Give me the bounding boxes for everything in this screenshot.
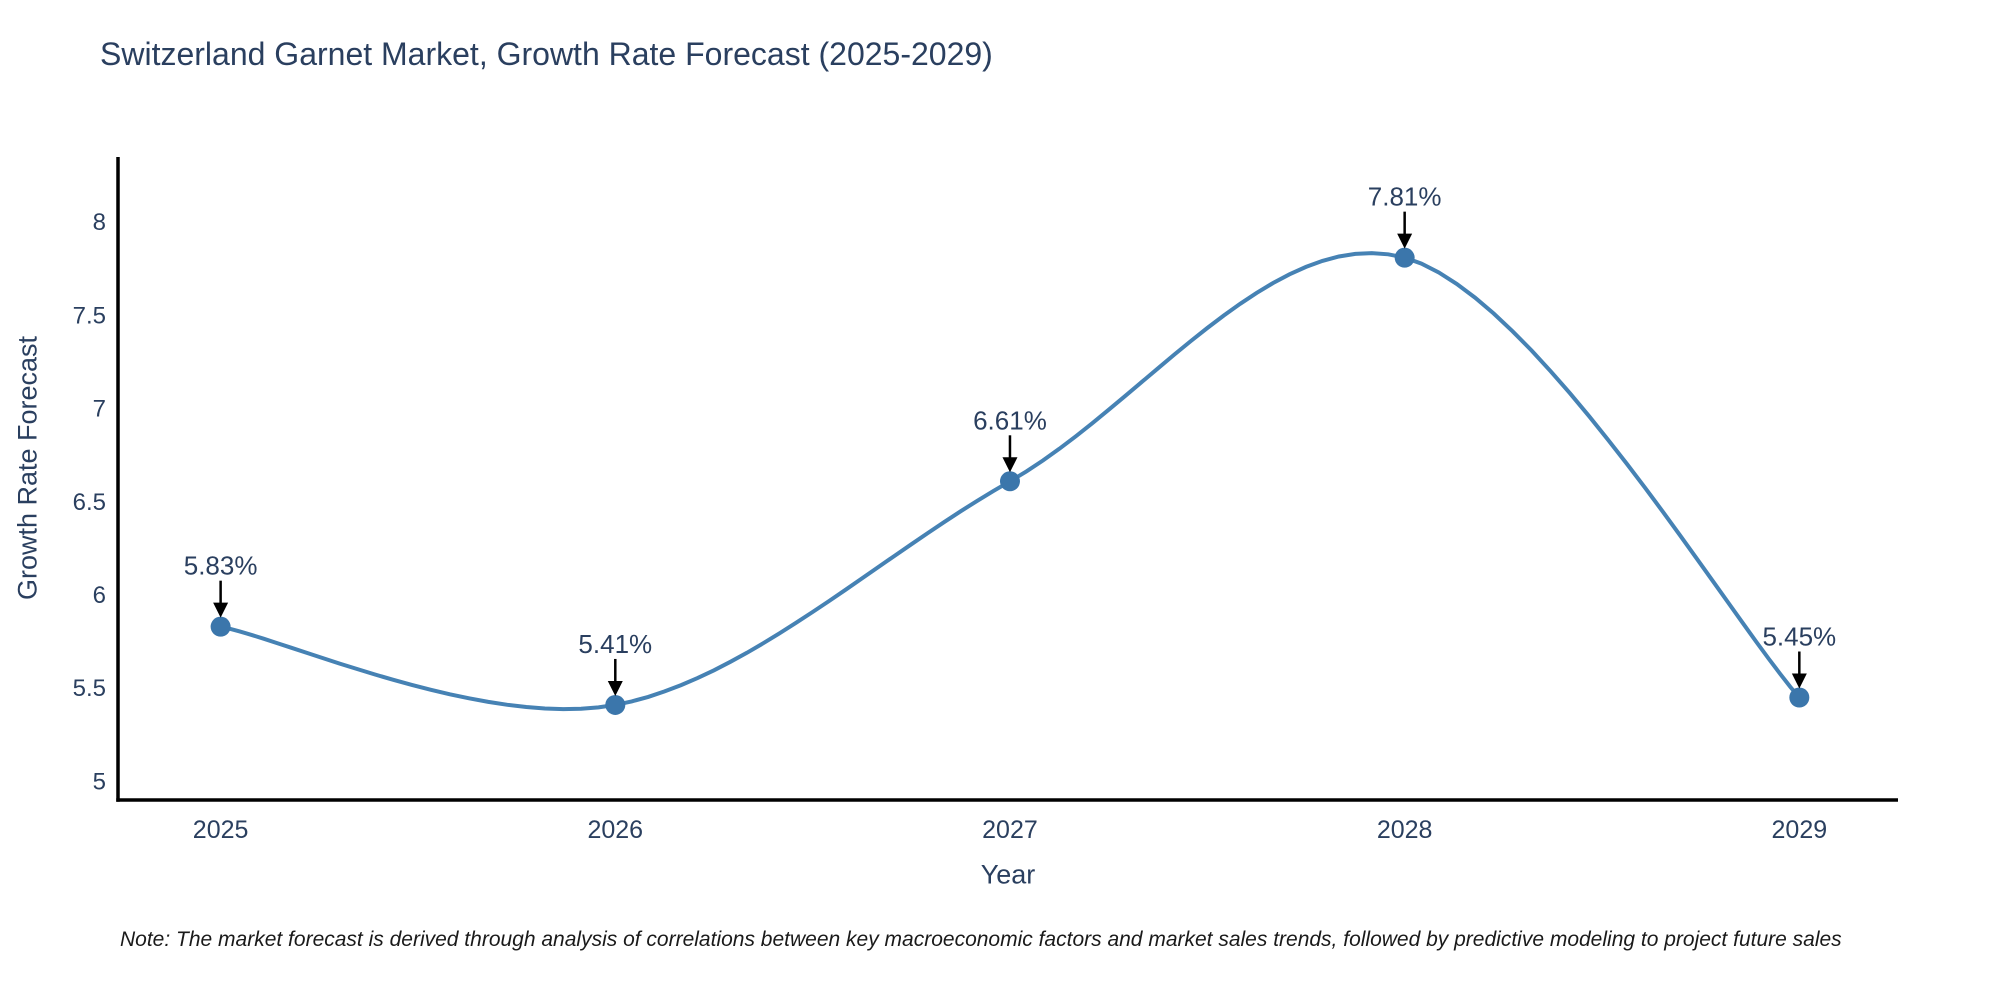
data-point-marker: [1789, 687, 1810, 708]
x-tick-label: 2025: [193, 816, 249, 844]
y-tick-label: 8: [93, 209, 106, 236]
annotation-arrowhead-icon: [1791, 673, 1807, 689]
y-tick-label: 5.5: [73, 675, 106, 702]
x-tick-label: 2026: [587, 816, 643, 844]
annotation-label: 5.45%: [1762, 621, 1836, 651]
annotation-arrowhead-icon: [1002, 457, 1018, 473]
y-tick-label: 7.5: [73, 302, 106, 329]
y-tick-label: 6.5: [73, 489, 106, 516]
x-tick-label: 2028: [1377, 816, 1433, 844]
annotation-arrowhead-icon: [213, 602, 229, 618]
data-point-marker: [210, 616, 231, 637]
annotation-label: 5.41%: [578, 629, 652, 659]
x-tick-label: 2029: [1772, 816, 1828, 844]
annotation-arrowhead-icon: [607, 680, 623, 696]
annotation-label: 5.83%: [184, 551, 258, 581]
y-tick-label: 5: [93, 768, 106, 795]
annotation-arrowhead-icon: [1397, 233, 1413, 249]
y-tick-label: 7: [93, 396, 106, 423]
data-point-marker: [1394, 247, 1415, 268]
x-tick-label: 2027: [982, 816, 1038, 844]
data-point-marker: [605, 694, 626, 715]
data-point-marker: [999, 471, 1020, 492]
chart-note: Note: The market forecast is derived thr…: [120, 928, 1842, 951]
x-axis-title: Year: [980, 859, 1036, 890]
y-tick-label: 6: [93, 582, 106, 609]
annotation-label: 6.61%: [973, 405, 1047, 435]
chart-title: Switzerland Garnet Market, Growth Rate F…: [100, 36, 993, 72]
annotation-label: 7.81%: [1368, 182, 1442, 212]
